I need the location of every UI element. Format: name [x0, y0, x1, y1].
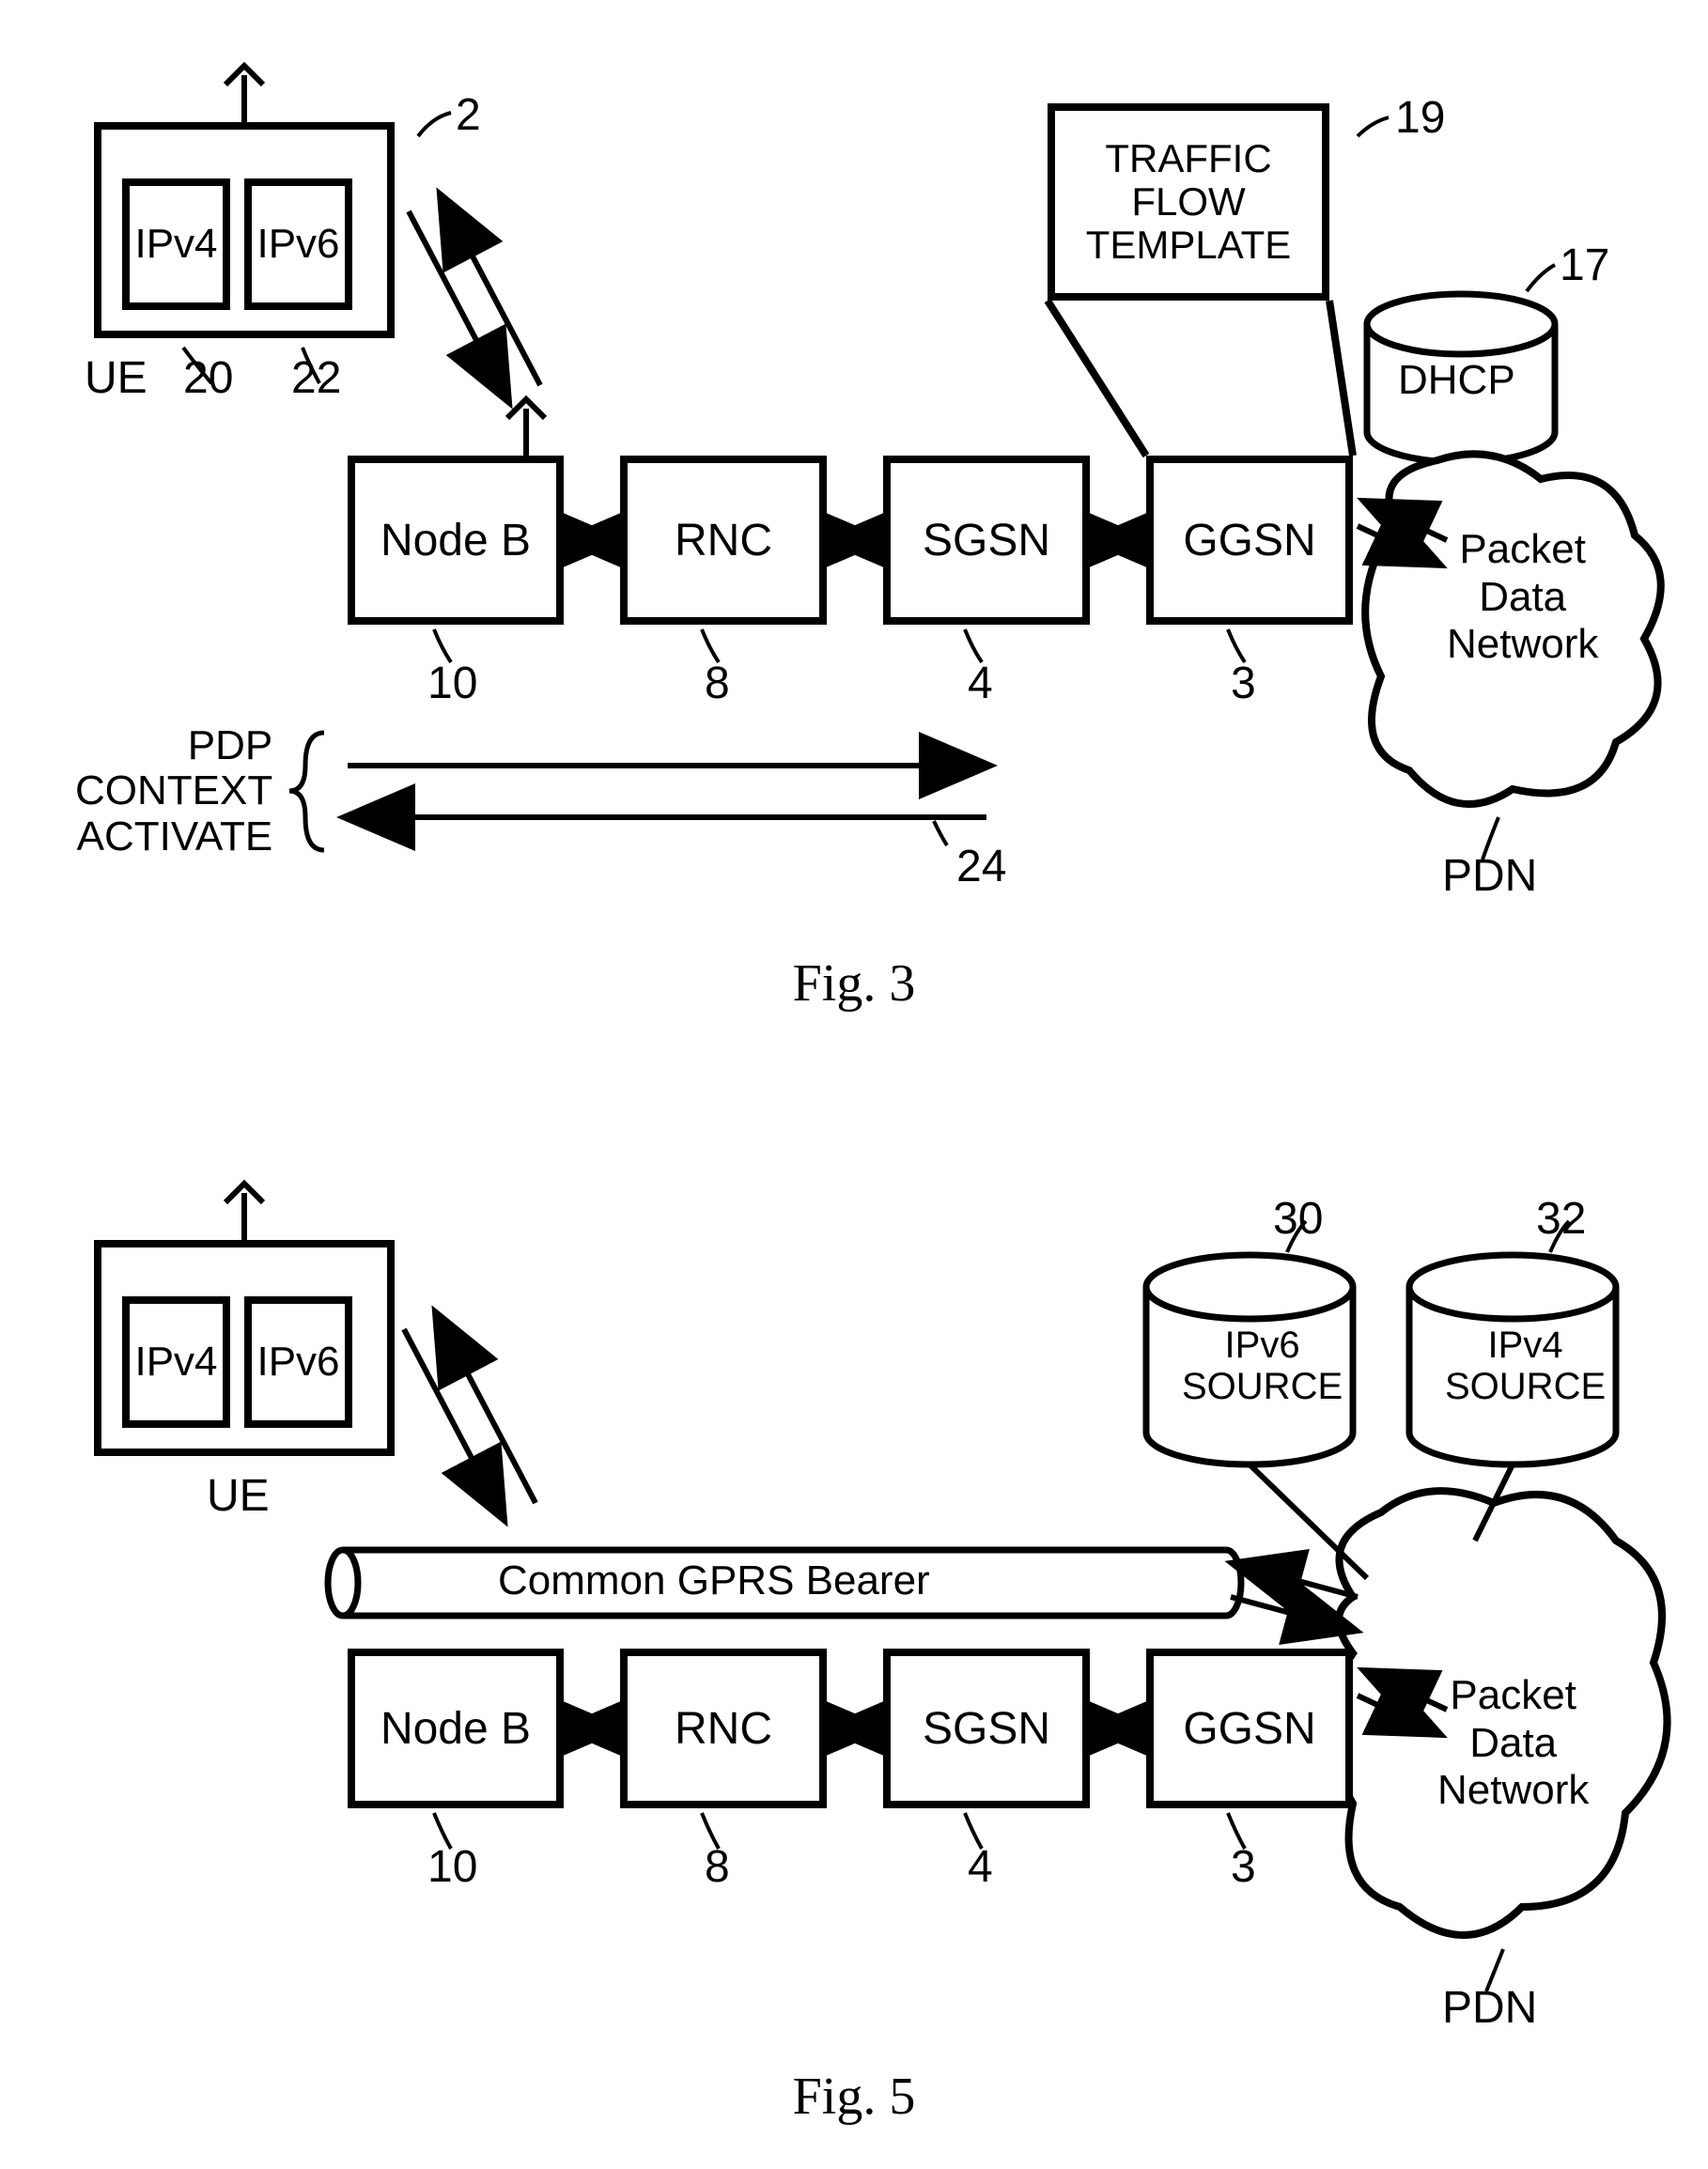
- fig3-dhcp-label: DHCP: [1398, 357, 1515, 404]
- fig3-ue-label: UE: [85, 352, 148, 404]
- fig3-ggsn-box: GGSN: [1146, 456, 1353, 625]
- fig3-caption: Fig. 3: [0, 953, 1708, 1014]
- fig5-ggsn-label: GGSN: [1183, 1703, 1315, 1755]
- fig3-ref17: 17: [1560, 240, 1609, 291]
- fig5-ipv4-label: IPv4: [134, 1339, 217, 1386]
- fig5-nodeb-box: Node B: [348, 1649, 564, 1808]
- fig3-ref20: 20: [183, 352, 233, 404]
- fig5-ipv4src-label: IPv4 SOURCE: [1445, 1325, 1606, 1407]
- fig3-ref19: 19: [1395, 92, 1445, 144]
- fig3-nodeb-box: Node B: [348, 456, 564, 625]
- fig3-ipv6-box: IPv6: [244, 178, 352, 310]
- fig5-ipv6-box: IPv6: [244, 1296, 352, 1428]
- fig5-sgsn-box: SGSN: [883, 1649, 1090, 1808]
- fig5-ipv4-box: IPv4: [122, 1296, 230, 1428]
- fig5-ue-label: UE: [207, 1470, 270, 1522]
- fig3-ipv4-label: IPv4: [134, 221, 217, 268]
- fig3-sgsn-label: SGSN: [923, 515, 1050, 566]
- fig3-ref10: 10: [427, 658, 477, 709]
- fig3-ipv6-label: IPv6: [256, 221, 339, 268]
- fig5-rnc-label: RNC: [675, 1703, 772, 1755]
- fig5-pdn-label: Packet Data Network: [1437, 1672, 1589, 1815]
- fig3-ref4: 4: [968, 658, 993, 709]
- fig5-caption: Fig. 5: [0, 2067, 1708, 2127]
- page: IPv4 IPv6 Node B RNC SGSN GGSN TRAFFIC F…: [0, 0, 1708, 2169]
- fig5-ref32: 32: [1536, 1193, 1586, 1245]
- fig3-rnc-label: RNC: [675, 515, 772, 566]
- fig3-ipv4-box: IPv4: [122, 178, 230, 310]
- fig5-ref3: 3: [1231, 1841, 1256, 1893]
- fig5-ref30: 30: [1273, 1193, 1323, 1245]
- fig3-pdn-label: Packet Data Network: [1447, 526, 1598, 669]
- fig3-rnc-box: RNC: [620, 456, 827, 625]
- fig5-ref10: 10: [427, 1841, 477, 1893]
- fig5-ggsn-box: GGSN: [1146, 1649, 1353, 1808]
- fig3-tft-box: TRAFFIC FLOW TEMPLATE: [1048, 103, 1329, 301]
- fig3-ref3: 3: [1231, 658, 1256, 709]
- fig3-pdp-label: PDP CONTEXT ACTIVATE: [75, 723, 272, 860]
- fig3-tft-label: TRAFFIC FLOW TEMPLATE: [1055, 137, 1322, 268]
- fig5-pdn-ref: PDN: [1442, 1982, 1537, 2034]
- fig3-ggsn-label: GGSN: [1183, 515, 1315, 566]
- fig5-ref8: 8: [705, 1841, 730, 1893]
- fig3-nodeb-label: Node B: [380, 515, 531, 566]
- fig3-ref24: 24: [956, 841, 1006, 892]
- fig3-ref8: 8: [705, 658, 730, 709]
- fig5-bearer-label: Common GPRS Bearer: [498, 1557, 930, 1604]
- fig5-rnc-box: RNC: [620, 1649, 827, 1808]
- fig5-ref4: 4: [968, 1841, 993, 1893]
- fig5-ipv6-label: IPv6: [256, 1339, 339, 1386]
- fig3-ref22: 22: [291, 352, 341, 404]
- fig3-ref2: 2: [456, 89, 481, 141]
- fig5-sgsn-label: SGSN: [923, 1703, 1050, 1755]
- fig5-nodeb-label: Node B: [380, 1703, 531, 1755]
- fig3-pdn-ref: PDN: [1442, 850, 1537, 902]
- fig3-sgsn-box: SGSN: [883, 456, 1090, 625]
- fig5-ipv6src-label: IPv6 SOURCE: [1182, 1325, 1343, 1407]
